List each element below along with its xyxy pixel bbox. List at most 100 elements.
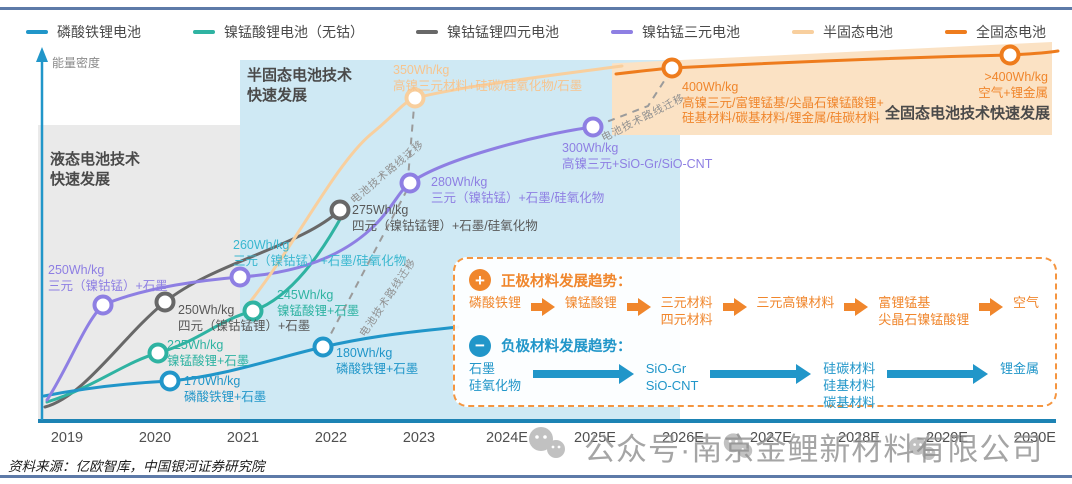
trend-arrow-icon: [626, 298, 651, 316]
legend-swatch: [792, 30, 814, 34]
annotation-line: 镍锰酸锂+石墨: [277, 303, 360, 318]
trend-step-空气: 空气: [1012, 295, 1039, 310]
annotation-line: 280Wh/kg: [431, 175, 488, 189]
wechat-icon: [723, 433, 753, 458]
x-tick-2025E: 2025E: [574, 430, 616, 446]
annotation-225Wh/kg: 225Wh/kg 镍锰酸锂+石墨: [167, 338, 249, 369]
legend-label: 半固态电池: [823, 24, 893, 40]
x-tick-2021: 2021: [226, 430, 260, 446]
x-tick-2030E: 2030E: [1014, 430, 1056, 446]
annotation-line: 245Wh/kg: [277, 288, 334, 302]
annotation-275Wh/kg: 275Wh/kg 四元（镍钴锰锂）+石墨/硅氧化物: [352, 203, 538, 234]
plus-icon: +: [469, 269, 491, 291]
annotation-line: 350Wh/kg: [393, 63, 450, 77]
legend-swatch: [26, 30, 48, 34]
annotation-350Wh/kg: 350Wh/kg 高镍三元材料+硅碳/硅氧化物/石墨: [393, 63, 582, 94]
annotation-245Wh/kg: 245Wh/kg 镍锰酸锂+石墨: [277, 288, 359, 319]
legend-item-5: 全固态电池: [945, 22, 1046, 42]
annotation->400Wh/kg: >400Wh/kg 空气+锂金属: [978, 70, 1048, 101]
all-solid-phase-label: 全固态电池技术快速发展: [884, 105, 1050, 122]
legend-item-0: 磷酸铁锂电池: [26, 22, 141, 42]
x-tick-2028E: 2028E: [838, 430, 880, 446]
trend-arrow-icon: [710, 363, 812, 384]
trend-arrow-icon: [722, 298, 747, 316]
x-tick-2022: 2022: [314, 430, 348, 446]
annotation-170Wh/kg: 170Wh/kg 磷酸铁锂+石墨: [184, 374, 266, 405]
trend-step-镍锰酸锂: 镍锰酸锂: [564, 295, 617, 310]
trend-step-三元高镍材料: 三元高镍材料: [756, 295, 835, 310]
trend-arrow-icon: [530, 298, 555, 316]
semi-solid-phase-label: 半固态电池技术 快速发展: [247, 66, 352, 105]
liquid-phase-label-line2: 快速发展: [50, 170, 111, 188]
annotation-line: 400Wh/kg: [682, 80, 739, 94]
x-tick-2024E: 2024E: [486, 430, 528, 446]
x-tick-2029E: 2029E: [926, 430, 968, 446]
annotation-line: 高镍三元/富锂锰基/尖晶石镍锰酸锂+: [682, 95, 884, 110]
annotation-line: 三元（镍钴锰）+石墨/硅氧化物: [431, 190, 605, 205]
x-tick-2023: 2023: [402, 430, 436, 446]
annotation-250Wh/kg: 250Wh/kg 三元（镍钴锰）+石墨: [48, 263, 168, 294]
annotation-line: 高镍三元材料+硅碳/硅氧化物/石墨: [393, 78, 583, 93]
semi-solid-phase-label-line1: 半固态电池技术: [247, 67, 353, 84]
annotation-line: 磷酸铁锂+石墨: [336, 361, 419, 376]
annotation-260Wh/kg: 260Wh/kg 三元（镍钴锰）+石墨/硅氧化物: [233, 238, 406, 269]
source-note: 资料来源：亿欧智库，中国银河证券研究院: [8, 459, 265, 474]
annotation-line: 四元（镍钴锰锂）+石墨/硅氧化物: [352, 218, 538, 233]
legend-item-3: 镍钴锰三元电池: [611, 22, 740, 42]
annotation-line: 镍锰酸锂+石墨: [167, 353, 250, 368]
legend-item-4: 半固态电池: [792, 22, 893, 42]
trend-step-三元材料: 三元材料 四元材料: [660, 295, 713, 327]
annotation-400Wh/kg: 400Wh/kg 高镍三元/富锂锰基/尖晶石镍锰酸锂+ 硅基材料/碳基材料/锂金属/…: [682, 80, 884, 127]
trend-step-富锂锰基: 富锂锰基 尖晶石镍锰酸锂: [878, 295, 970, 327]
legend-label: 镍钴锰锂四元电池: [447, 24, 559, 40]
trend-step-石墨: 石墨 硅氧化物: [469, 360, 522, 393]
legend-label: 磷酸铁锂电池: [57, 24, 141, 40]
x-tick-2026E: 2026E: [662, 430, 704, 446]
annotation-line: 225Wh/kg: [167, 338, 224, 352]
semi-solid-phase-label-line2: 快速发展: [247, 86, 308, 104]
bottom-divider: [0, 475, 1072, 478]
liquid-phase-label: 液态电池技术 快速发展: [50, 150, 140, 189]
anode-trend-title: 负极材料发展趋势：: [501, 339, 632, 356]
annotation-line: 170Wh/kg: [184, 374, 241, 388]
annotation-line: 300Wh/kg: [562, 141, 619, 155]
legend-label: 镍锰酸锂电池（无钴）: [224, 24, 364, 40]
trend-step-锂金属: 锂金属: [1000, 360, 1040, 376]
x-tick-2019: 2019: [50, 430, 84, 446]
cathode-trend-header: + 正极材料发展趋势：: [469, 269, 1039, 291]
annotation-line: 260Wh/kg: [233, 238, 290, 252]
x-tick-2020: 2020: [138, 430, 172, 446]
legend-item-2: 镍钴锰锂四元电池: [416, 22, 559, 42]
annotation-line: 三元（镍钴锰）+石墨/硅氧化物: [233, 253, 407, 268]
watermark-text: 公众号·南京金鲤新材料有限公司: [584, 432, 1044, 467]
trend-step-磷酸铁锂: 磷酸铁锂: [469, 295, 522, 310]
wechat-icon: [908, 437, 936, 461]
chart-legend: 磷酸铁锂电池 镍锰酸锂电池（无钴） 镍钴锰锂四元电池 镍钴锰三元电池 半固态电池 全固态电…: [0, 22, 1072, 42]
annotation-line: 高镍三元+SiO-Gr/SiO-CNT: [562, 156, 713, 171]
annotation-line: >400Wh/kg: [984, 70, 1048, 84]
y-axis-label: 能量密度: [52, 56, 101, 70]
top-divider: [0, 7, 1072, 10]
annotation-line: 180Wh/kg: [336, 346, 393, 360]
annotation-line: 三元（镍钴锰）+石墨: [48, 278, 168, 293]
annotation-line: 四元（镍钴锰锂）+石墨: [178, 318, 311, 333]
annotation-180Wh/kg: 180Wh/kg 磷酸铁锂+石墨: [336, 346, 418, 377]
trend-arrow-icon: [979, 298, 1004, 316]
annotation-line: 硅基材料/碳基材料/锂金属/硅碳材料: [682, 111, 880, 126]
legend-label: 镍钴锰三元电池: [642, 24, 740, 40]
legend-swatch: [611, 30, 633, 34]
cathode-trend-title: 正极材料发展趋势：: [501, 273, 632, 290]
trend-step-硅碳材料: 硅碳材料 硅基材料 碳基材料: [823, 360, 876, 410]
minus-icon: −: [469, 334, 491, 357]
legend-swatch: [945, 30, 967, 34]
legend-swatch: [416, 30, 438, 34]
anode-trend-row: 石墨 硅氧化物 SiO-Gr SiO-CNT 硅碳材料 硅基材料 碳基材料 锂金属: [469, 361, 1039, 412]
annotation-300Wh/kg: 300Wh/kg 高镍三元+SiO-Gr/SiO-CNT: [562, 141, 712, 172]
liquid-phase-label-line1: 液态电池技术: [50, 151, 141, 168]
trend-arrow-icon: [844, 298, 869, 316]
annotation-line: 空气+锂金属: [978, 85, 1048, 100]
cathode-trend-row: 磷酸铁锂 镍锰酸锂 三元材料 四元材料 三元高镍材料 富锂锰基 尖晶石镍锰酸锂 空气: [469, 295, 1039, 329]
legend-swatch: [193, 30, 215, 34]
trend-arrow-icon: [887, 363, 988, 384]
